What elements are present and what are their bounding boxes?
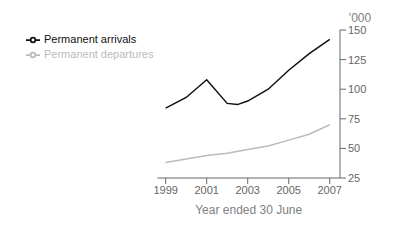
svg-text:2007: 2007 bbox=[318, 184, 342, 196]
html-text:Permanent arrivals: Permanent arrivals bbox=[44, 33, 137, 45]
svg-text:100: 100 bbox=[348, 83, 366, 95]
svg-text:150: 150 bbox=[348, 24, 366, 36]
svg-text:75: 75 bbox=[348, 113, 360, 125]
svg-text:2005: 2005 bbox=[276, 184, 300, 196]
svg-text:Year ended 30 June: Year ended 30 June bbox=[195, 203, 302, 217]
svg-text:50: 50 bbox=[348, 142, 360, 154]
svg-text:2003: 2003 bbox=[235, 184, 259, 196]
svg-text:25: 25 bbox=[348, 172, 360, 184]
svg-text:'000: '000 bbox=[349, 11, 372, 25]
svg-text:1999: 1999 bbox=[153, 184, 177, 196]
svg-text:2001: 2001 bbox=[194, 184, 218, 196]
svg-text:125: 125 bbox=[348, 54, 366, 66]
html-text:Permanent departures: Permanent departures bbox=[44, 48, 154, 61]
